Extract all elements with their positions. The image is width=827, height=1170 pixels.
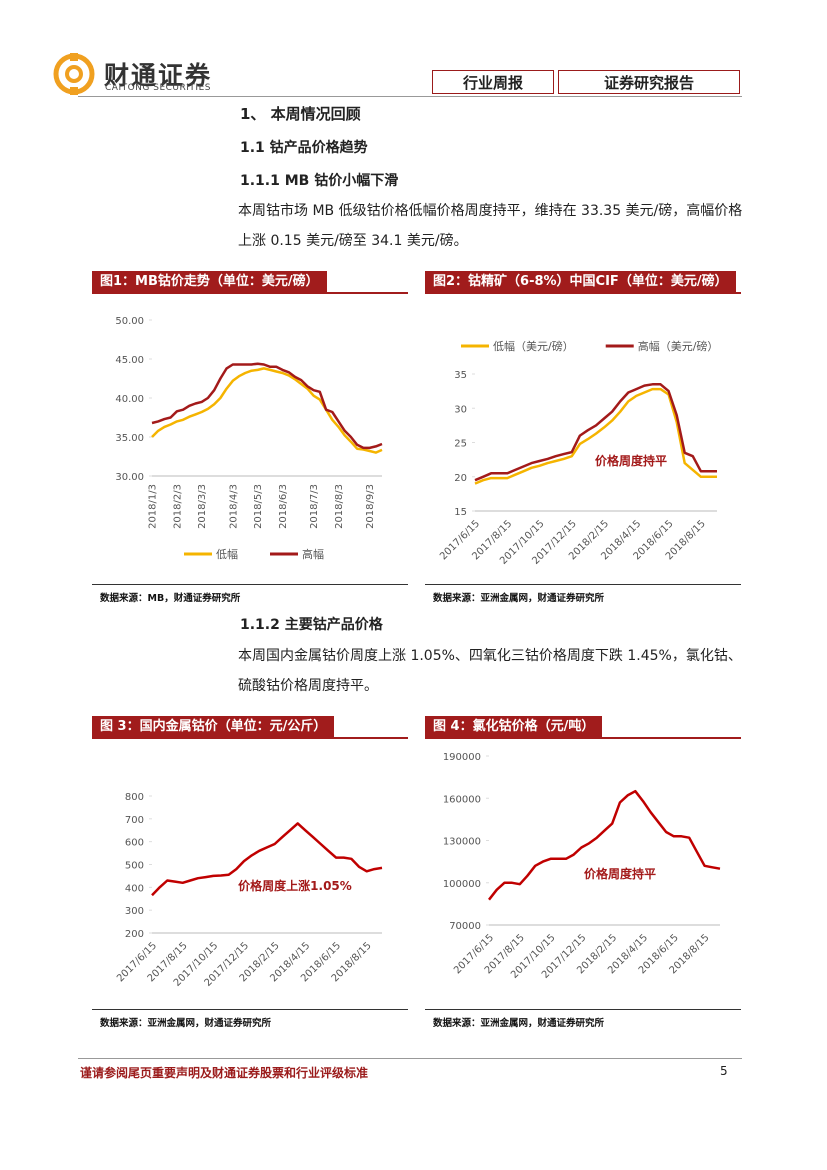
figure-source: 数据来源：MB，财通证券研究所 — [100, 593, 241, 604]
data-line — [151, 822, 383, 897]
y-tick-label: 15 — [454, 507, 467, 518]
figure-source-rule — [425, 584, 741, 585]
figure-title: 图1：MB钴价走势（单位：美元/磅） — [92, 271, 327, 293]
y-tick-label: 35 — [454, 370, 467, 381]
y-tick-label: 160000 — [443, 794, 481, 805]
x-tick-label: 2018/4/3 — [228, 484, 239, 529]
logo-subtext: CAITONG SECURITIES — [105, 83, 211, 93]
figure-source: 数据来源：亚洲金属网，财通证券研究所 — [433, 593, 605, 604]
x-tick-label: 2018/8/3 — [334, 484, 345, 529]
figure-source-rule — [425, 1009, 741, 1010]
legend-label: 低幅（美元/磅） — [493, 339, 574, 353]
y-tick-label: 50.00 — [115, 316, 144, 327]
figure-title-rule — [425, 292, 741, 294]
figure-source: 数据来源：亚洲金属网，财通证券研究所 — [100, 1018, 272, 1029]
paragraph: 本周国内金属钴价周度上涨 1.05%、四氧化三钴价格周度下跌 1.45%，氯化钴… — [238, 648, 742, 694]
x-tick-label: 2018/6/3 — [278, 484, 289, 529]
x-tick-label: 2018/7/3 — [309, 484, 320, 529]
figure-title-rule — [92, 292, 408, 294]
paragraph: 本周钴市场 MB 低级钴价格低幅价格周度持平，维持在 33.35 美元/磅，高幅… — [238, 203, 743, 249]
y-tick-label: 25 — [454, 439, 467, 450]
y-tick-label: 35.00 — [115, 433, 144, 444]
section-heading: 1.1 钴产品价格趋势 — [240, 140, 368, 156]
legend-label: 高幅 — [302, 547, 324, 561]
y-tick-label: 40.00 — [115, 394, 144, 405]
data-line — [151, 362, 383, 450]
y-tick-label: 400 — [125, 883, 144, 894]
data-line — [474, 387, 717, 485]
x-tick-label: 2018/2/3 — [172, 484, 183, 529]
y-tick-label: 30.00 — [115, 472, 144, 483]
footer-rule — [78, 1058, 742, 1059]
y-tick-label: 500 — [125, 861, 144, 872]
y-tick-label: 45.00 — [115, 355, 144, 366]
chart: 15202530352017/6/152017/8/152017/10/1520… — [438, 339, 719, 567]
section-heading: 1.1.2 主要钴产品价格 — [240, 617, 383, 633]
x-tick-label: 2018/9/3 — [365, 484, 376, 529]
y-tick-label: 300 — [125, 906, 144, 917]
y-tick-label: 30 — [454, 404, 467, 415]
y-tick-label: 70000 — [449, 921, 481, 932]
x-tick-label: 2018/1/3 — [148, 484, 159, 529]
chart: 700001000001300001600001900002017/6/1520… — [443, 752, 721, 981]
header-tab: 行业周报 — [432, 70, 554, 94]
annotation: 价格周度上涨1.05% — [238, 878, 352, 893]
figure-source: 数据来源：亚洲金属网，财通证券研究所 — [433, 1018, 605, 1029]
legend-label: 低幅 — [216, 548, 238, 561]
x-tick-label: 2018/5/3 — [253, 484, 264, 529]
annotation: 价格周度持平 — [584, 866, 656, 881]
data-line — [474, 383, 717, 482]
legend-label: 高幅（美元/磅） — [638, 339, 719, 353]
figure-source-rule — [92, 584, 408, 585]
y-tick-label: 600 — [125, 838, 144, 849]
y-tick-label: 20 — [454, 473, 467, 484]
figure-title-rule — [92, 737, 408, 739]
data-line — [488, 789, 721, 901]
figure-source-rule — [92, 1009, 408, 1010]
figure-title: 图2：钴精矿（6-8%）中国CIF（单位：美元/磅） — [425, 271, 736, 293]
header-tab: 证券研究报告 — [558, 70, 740, 94]
footer-text: 谨请参阅尾页重要声明及财通证券股票和行业评级标准 — [80, 1066, 369, 1080]
chart: 30.00 35.00 40.00 45.00 50.00 2018/1/3 2018/2/… — [115, 316, 383, 561]
y-tick-label: 700 — [125, 815, 144, 826]
y-tick-label: 800 — [125, 792, 144, 803]
section-heading: 1、 本周情况回顾 — [240, 105, 361, 123]
figure-title-rule — [425, 737, 741, 739]
data-line — [151, 367, 383, 454]
x-tick-label: 2018/3/3 — [197, 484, 208, 529]
chart: 2003004005006007008002017/6/152017/8/152… — [115, 792, 383, 989]
annotation: 价格周度持平 — [595, 453, 667, 468]
y-tick-label: 100000 — [443, 879, 481, 890]
figure-title: 图 3：国内金属钴价（单位：元/公斤） — [92, 716, 335, 738]
page-number: 5 — [720, 1064, 728, 1078]
logo-text: 财通证券 — [104, 61, 213, 90]
header-rule — [78, 96, 742, 97]
logo-mark — [53, 53, 95, 95]
figure-title: 图 4：氯化钴价格（元/吨） — [425, 716, 603, 738]
y-tick-label: 200 — [125, 929, 144, 940]
y-tick-label: 130000 — [443, 837, 481, 848]
section-heading: 1.1.1 MB 钴价小幅下滑 — [240, 173, 399, 189]
y-tick-label: 190000 — [443, 752, 481, 763]
